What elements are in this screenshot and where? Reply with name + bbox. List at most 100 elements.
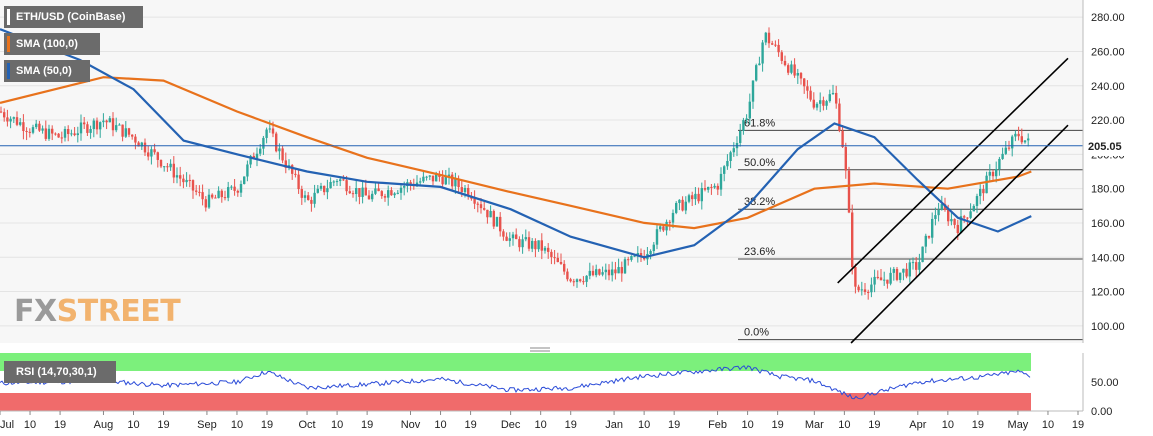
candle — [1020, 128, 1023, 145]
candle-body — [300, 189, 303, 198]
candle — [787, 63, 790, 76]
candle — [255, 147, 259, 167]
candle-body — [166, 166, 169, 168]
candle-body — [345, 180, 348, 192]
candle-body — [975, 196, 979, 206]
candle-body — [1011, 136, 1014, 149]
candle — [582, 276, 585, 285]
candle — [150, 146, 153, 165]
candle — [991, 169, 995, 181]
candle — [1027, 133, 1030, 147]
candle-body — [707, 186, 710, 190]
candle — [675, 201, 678, 215]
candle — [825, 99, 828, 110]
candle-body — [1027, 138, 1030, 141]
candle — [86, 121, 89, 136]
candle-body — [367, 195, 371, 200]
candle — [28, 128, 31, 138]
candle-body — [527, 237, 531, 249]
candle-body — [310, 199, 313, 204]
candle-body — [972, 205, 975, 212]
candle — [476, 201, 479, 213]
candle-body — [467, 187, 470, 197]
time-tick-label: 10 — [838, 419, 850, 431]
candle-body — [54, 133, 57, 135]
candle — [454, 172, 457, 194]
legend-rsi[interactable]: RSI (14,70,30,1) — [4, 361, 116, 383]
candle — [502, 229, 505, 241]
candle-body — [835, 92, 838, 104]
candle-body — [636, 253, 639, 256]
rsi-tick-label: 0.00 — [1091, 406, 1112, 418]
time-tick-label: Feb — [708, 419, 727, 431]
candle — [959, 209, 963, 234]
time-tick-label: Jul — [0, 419, 14, 431]
time-tick-label: 19 — [361, 419, 373, 431]
candle-body — [51, 128, 54, 134]
price-axis: 100.00120.00140.00160.00180.00200.00220.… — [1082, 0, 1125, 343]
candle-body — [687, 195, 691, 202]
candle — [367, 190, 371, 200]
candle — [0, 106, 3, 114]
candle — [835, 85, 838, 109]
candle — [387, 185, 390, 206]
candle — [950, 211, 953, 226]
candle-body — [220, 190, 223, 198]
candle — [867, 289, 870, 300]
candle — [630, 255, 633, 262]
candle — [99, 121, 102, 138]
candle — [38, 120, 41, 132]
candle-body — [236, 190, 239, 193]
candle — [815, 102, 819, 111]
candle-body — [294, 173, 297, 175]
candle-body — [57, 133, 60, 138]
candle — [828, 89, 831, 103]
candle-body — [44, 128, 47, 139]
time-tick-label: Mar — [805, 419, 824, 431]
candle — [3, 108, 6, 122]
candle-body — [38, 123, 41, 131]
candle — [703, 180, 707, 192]
candle — [988, 164, 991, 183]
candle-body — [92, 120, 95, 130]
candle-body — [204, 199, 207, 208]
candle — [895, 267, 899, 282]
candle — [790, 60, 793, 75]
candle-body — [460, 187, 463, 193]
candle-body — [604, 269, 607, 273]
candle-body — [342, 179, 345, 181]
legend-sma50[interactable]: SMA (50,0) — [4, 60, 90, 82]
current-price-label: 205.05 — [1088, 139, 1130, 156]
candle-body — [60, 137, 63, 139]
candle — [300, 185, 303, 205]
candle — [607, 264, 611, 281]
candle-body — [108, 118, 111, 123]
legend-price-label: ETH/USD (CoinBase) — [16, 11, 126, 23]
candle-body — [879, 277, 883, 281]
candle — [742, 117, 745, 135]
time-tick-label: 19 — [868, 419, 880, 431]
candle-body — [1004, 147, 1007, 154]
candle-body — [499, 216, 502, 232]
candle-body — [195, 190, 198, 192]
candle — [585, 275, 588, 288]
candle — [291, 164, 294, 180]
candle — [969, 203, 972, 220]
candle — [863, 282, 867, 295]
candle — [489, 205, 492, 218]
candle — [303, 190, 307, 203]
legend-price[interactable]: ETH/USD (CoinBase) — [4, 6, 143, 28]
candle — [537, 240, 540, 252]
candle — [175, 167, 179, 184]
candle-body — [799, 73, 803, 79]
candle-body — [463, 187, 467, 193]
candle — [361, 180, 364, 204]
candle — [163, 165, 166, 172]
candle — [444, 170, 447, 186]
candle-body — [259, 148, 262, 154]
candle-body — [364, 187, 367, 196]
candle — [115, 117, 118, 133]
legend-sma100[interactable]: SMA (100,0) — [4, 33, 100, 55]
legend-sma100-label: SMA (100,0) — [16, 38, 78, 50]
candle-body — [767, 32, 771, 44]
